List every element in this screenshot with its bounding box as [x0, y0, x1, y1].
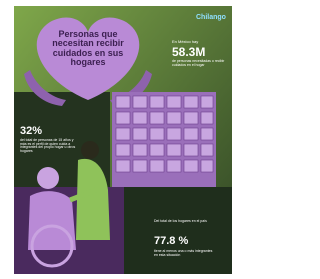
stat-value: 32% [20, 126, 42, 138]
stat-text: del total de personas de 15 años y más e… [20, 139, 76, 154]
page: Personas que necesitan recibir cuidados … [0, 0, 244, 279]
stat-value: 58.3M [172, 46, 205, 59]
brand-logo: Chilango [196, 14, 226, 21]
stat-text: de personas necesitadas o recibir cuidad… [172, 60, 228, 67]
dark-panel-right [124, 187, 232, 274]
building [112, 92, 216, 187]
stat-label: Del total de los hogares en el país [154, 220, 216, 224]
stat-label: En México hay [172, 40, 198, 44]
infographic: Personas que necesitan recibir cuidados … [0, 0, 244, 279]
title: Personas que necesitan recibir cuidados … [40, 30, 136, 68]
stat-text: tiene al menos una o más integrantes en … [154, 250, 216, 257]
stat-value: 77.8 % [154, 236, 188, 248]
